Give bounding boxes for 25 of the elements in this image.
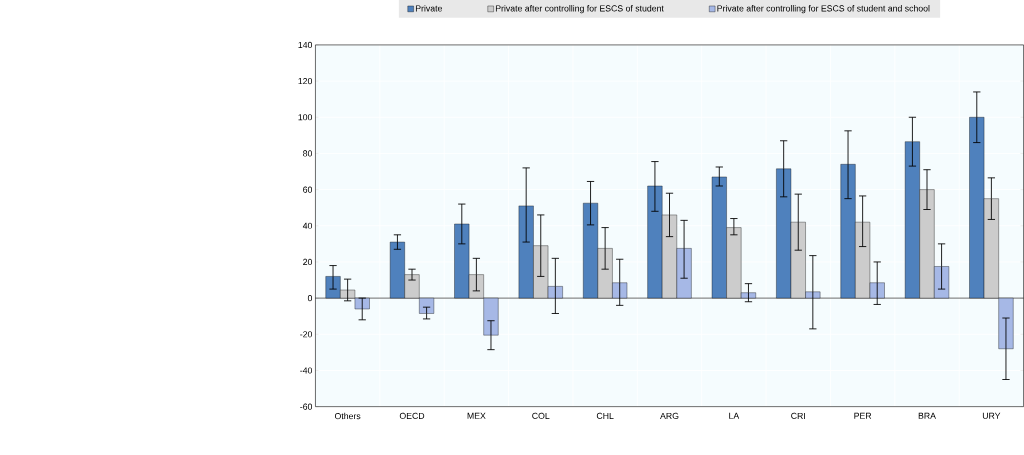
- x-tick-label: PER: [854, 412, 872, 419]
- y-tick-label: 20: [303, 258, 313, 265]
- x-tick-label: COL: [532, 412, 550, 419]
- y-tick-label: 60: [303, 186, 313, 193]
- x-tick-label: URY: [982, 412, 1001, 419]
- x-tick-label: OECD: [399, 412, 425, 419]
- y-tick-label: 80: [303, 150, 313, 157]
- x-tick-label: CHL: [596, 412, 614, 419]
- y-tick-label: -40: [300, 367, 313, 374]
- y-tick-label: 40: [302, 222, 313, 229]
- x-tick-label: ARG: [660, 412, 679, 419]
- y-tick-label: -20: [300, 330, 313, 338]
- x-tick-label: CRI: [791, 412, 805, 419]
- legend-label: Private after controlling for ESCS of student and school: [717, 4, 930, 13]
- y-tick-label: 120: [298, 77, 313, 84]
- y-tick-label: 140: [298, 41, 313, 48]
- x-tick-label: BRA: [918, 412, 936, 419]
- x-tick-label: MEX: [467, 412, 486, 419]
- y-tick-label: 100: [298, 113, 313, 121]
- x-tick-label: LA: [729, 412, 740, 419]
- x-tick-label: Others: [334, 412, 361, 419]
- legend-label: Private after controlling for ESCS of student: [495, 4, 664, 13]
- y-tick-label: 0: [307, 294, 313, 301]
- y-tick-label: -60: [300, 403, 313, 410]
- legend-label: Private: [415, 4, 442, 12]
